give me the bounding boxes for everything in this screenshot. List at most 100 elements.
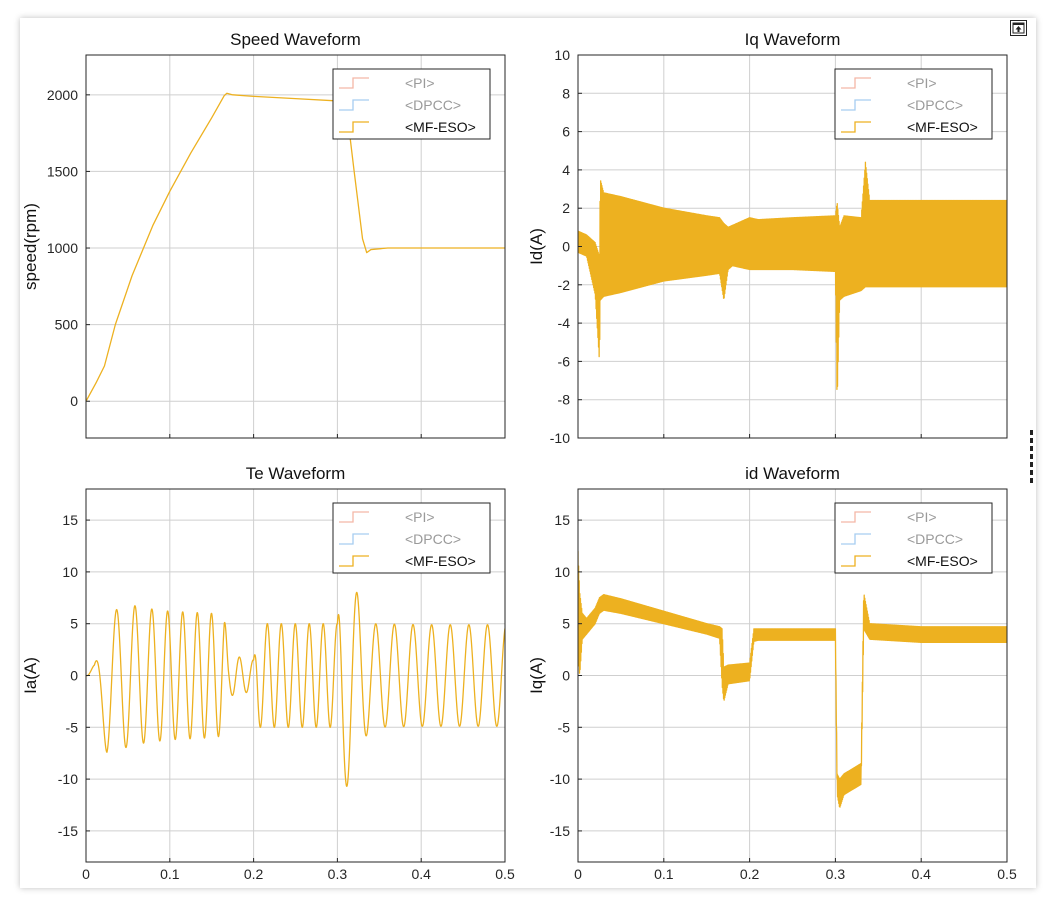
legend-entry-label[interactable]: <PI> [405,75,435,91]
chart-panel-1: -10 -8 -6 -4 -2 0 2 4 6 8 10 Iq Waveform Id(A) <PI> <D… [527,30,1008,446]
chart-panel-2: 0 0.1 0.2 0.3 0.4 0.5 -15 -10 -5 0 5 10 15 Te Wavefor… [21,464,515,882]
y-tick-label: 10 [554,47,570,63]
y-tick-label: -5 [66,719,79,735]
legend-box [332,68,491,140]
series-line-mf-eso [578,551,1007,808]
legend-box [834,502,993,574]
y-tick-label: 4 [562,162,570,178]
legend[interactable]: <PI> <DPCC> <MF-ESO> [834,502,993,574]
y-tick-label: 5 [562,616,570,632]
plot-title: Speed Waveform [230,30,361,49]
legend[interactable]: <PI> <DPCC> <MF-ESO> [834,68,993,140]
legend[interactable]: <PI> <DPCC> <MF-ESO> [332,502,491,574]
legend-entry-label[interactable]: <MF-ESO> [907,119,978,135]
y-tick-label: 0 [562,239,570,255]
y-tick-label: 10 [554,564,570,580]
undock-arrow-icon [1012,22,1025,34]
legend-line-icon [339,533,369,545]
legend-line-icon [841,555,871,567]
legend-entry-label[interactable]: <MF-ESO> [907,553,978,569]
plot-title: Te Waveform [246,464,346,483]
y-tick-label: 2000 [47,87,78,103]
y-tick-label: -15 [58,823,78,839]
y-tick-label: 1000 [47,240,78,256]
series-group [578,551,1007,808]
x-tick-label: 0.1 [160,866,180,882]
y-tick-label: 0 [70,393,78,409]
y-tick-label: -6 [558,353,571,369]
y-tick-label: 2 [562,200,570,216]
y-tick-label: -5 [558,719,571,735]
chart-panel-0: 0 500 1000 1500 2000 Speed Waveform speed(rpm)… [21,30,506,439]
y-tick-label: 0 [70,668,78,684]
legend-line-icon [339,555,369,567]
y-axis-label: Iq(A) [527,657,546,694]
plot-title: Iq Waveform [745,30,841,49]
y-tick-label: -10 [550,430,570,446]
legend-entry-label[interactable]: <DPCC> [907,531,963,547]
y-tick-label: 500 [55,317,79,333]
y-tick-label: -10 [550,771,570,787]
legend-entry-label[interactable]: <PI> [405,509,435,525]
x-tick-label: 0.2 [740,866,760,882]
legend-entry-label[interactable]: <DPCC> [907,97,963,113]
legend-box [332,502,491,574]
series-line-mf-eso [578,161,1007,391]
y-tick-label: -10 [58,771,78,787]
undock-icon[interactable] [1010,20,1027,36]
x-tick-label: 0.4 [411,866,431,882]
x-tick-label: 0.4 [911,866,931,882]
y-tick-label: 5 [70,616,78,632]
y-tick-label: 10 [62,564,78,580]
resize-grip[interactable] [1030,430,1034,486]
legend-entry-label[interactable]: <MF-ESO> [405,553,476,569]
legend-line-icon [339,121,369,133]
y-tick-label: 6 [562,124,570,140]
x-tick-label: 0.3 [826,866,846,882]
plot-title: id Waveform [745,464,840,483]
legend-line-icon [841,99,871,111]
series-group [578,161,1007,391]
legend-entry-label[interactable]: <PI> [907,509,937,525]
legend-entry-label[interactable]: <DPCC> [405,531,461,547]
legend-entry-label[interactable]: <DPCC> [405,97,461,113]
axes-box [85,54,506,439]
x-tick-label: 0.2 [244,866,264,882]
y-tick-label: 15 [554,512,570,528]
x-tick-label: 0.5 [997,866,1017,882]
y-axis-label: Ia(A) [21,657,40,694]
series-group [86,591,505,787]
series-line-mf-eso [86,591,505,787]
x-tick-label: 0.1 [654,866,674,882]
y-tick-label: -2 [558,277,571,293]
chart-panel-3: 0 0.1 0.2 0.3 0.4 0.5 -15 -10 -5 0 5 10 15 id Wavefor… [527,464,1017,882]
y-tick-label: -8 [558,392,571,408]
y-tick-label: 1500 [47,163,78,179]
legend-line-icon [339,511,369,523]
legend-line-icon [841,511,871,523]
x-tick-label: 0 [574,866,582,882]
y-tick-label: 8 [562,85,570,101]
legend-line-icon [339,99,369,111]
y-axis-label: speed(rpm) [21,203,40,290]
y-axis-label: Id(A) [527,228,546,265]
legend-line-icon [841,77,871,89]
series-line-mf-eso [86,92,505,402]
y-tick-label: -4 [558,315,571,331]
legend-box [834,68,993,140]
y-tick-label: -15 [550,823,570,839]
legend-entry-label[interactable]: <MF-ESO> [405,119,476,135]
x-tick-label: 0.3 [328,866,348,882]
y-tick-label: 0 [562,668,570,684]
x-tick-label: 0.5 [495,866,515,882]
series-group [86,92,505,402]
legend-line-icon [841,121,871,133]
legend-entry-label[interactable]: <PI> [907,75,937,91]
legend-line-icon [339,77,369,89]
legend-line-icon [841,533,871,545]
y-tick-label: 15 [62,512,78,528]
legend[interactable]: <PI> <DPCC> <MF-ESO> [332,68,491,140]
x-tick-label: 0 [82,866,90,882]
